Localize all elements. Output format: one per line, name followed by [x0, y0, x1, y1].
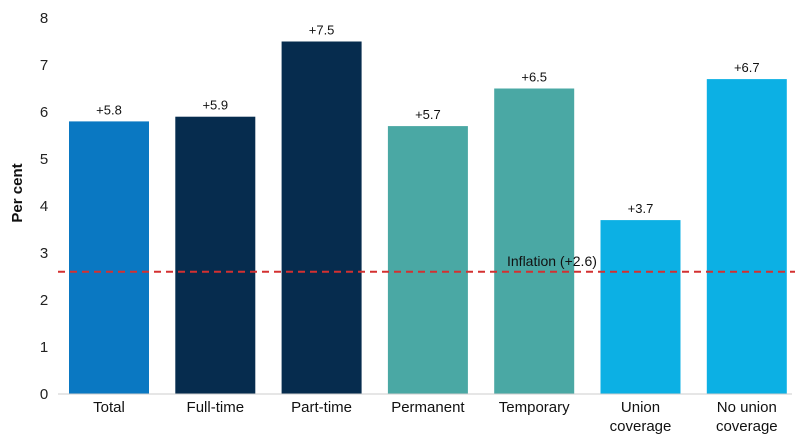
y-tick-label: 0 — [40, 386, 48, 403]
data-label: +6.7 — [734, 60, 760, 75]
category-label: coverage — [610, 418, 672, 435]
data-label: +3.7 — [628, 201, 654, 216]
category-label: Part-time — [291, 399, 352, 416]
category-label: Permanent — [391, 399, 465, 416]
inflation-reference-label: Inflation (+2.6) — [507, 253, 597, 269]
category-label: Full-time — [187, 399, 245, 416]
bars — [69, 41, 787, 395]
y-tick-label: 1 — [40, 339, 48, 356]
y-axis-ticks: 0 1 2 3 4 5 6 7 8 — [40, 10, 48, 403]
bar — [706, 79, 787, 394]
y-tick-label: 8 — [40, 10, 48, 27]
y-tick-label: 4 — [40, 198, 48, 215]
data-labels: +5.8 +5.9 +7.5 +5.7 +6.5 +3.7 +6.7 — [96, 23, 759, 217]
bar — [175, 116, 256, 394]
category-label: coverage — [716, 418, 778, 435]
data-label: +5.8 — [96, 102, 122, 117]
bar — [494, 88, 575, 394]
y-tick-label: 5 — [40, 151, 48, 168]
y-tick-label: 7 — [40, 57, 48, 74]
bar — [387, 126, 468, 394]
y-tick-label: 6 — [40, 104, 48, 121]
bar — [600, 220, 681, 394]
y-tick-label: 3 — [40, 245, 48, 262]
data-label: +5.9 — [202, 98, 228, 113]
category-label: Union — [621, 399, 660, 416]
category-label: Total — [93, 399, 125, 416]
category-labels: Total Full-time Part-time Permanent Temporar… — [93, 399, 778, 435]
data-label: +5.7 — [415, 107, 441, 122]
category-label: No union — [717, 399, 777, 416]
data-label: +7.5 — [309, 23, 335, 38]
category-label: Temporary — [499, 399, 570, 416]
bar — [281, 41, 362, 394]
data-label: +6.5 — [521, 70, 547, 85]
y-tick-label: 2 — [40, 292, 48, 309]
y-axis-label: Per cent — [9, 163, 26, 222]
bar — [69, 121, 149, 395]
